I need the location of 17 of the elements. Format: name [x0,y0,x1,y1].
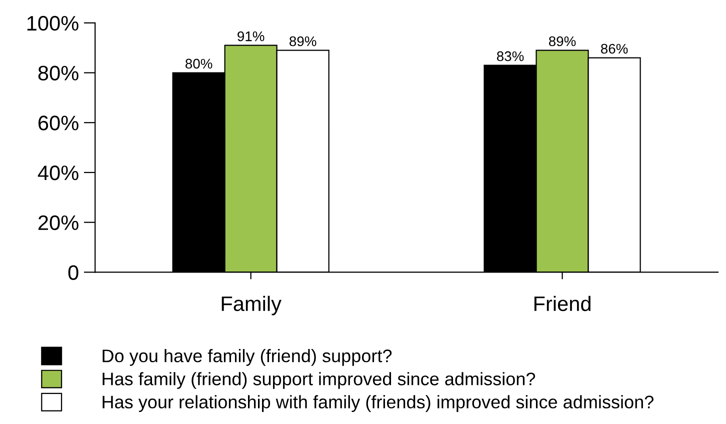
data-label: 83% [496,51,524,62]
data-label: 86% [601,44,628,54]
x-tick-label: Family [222,296,282,316]
data-label: 80% [186,58,212,69]
y-tick-label: 40% [38,165,78,180]
legend-label: Has your relationship with family (friends) improved since admission? [102,395,654,412]
x-tick-label: Friend [534,296,590,312]
data-label: 91% [238,31,264,42]
legend-label: Has family (friend) support improved since admission? [102,372,536,389]
data-label: 89% [548,36,576,46]
y-tick-label: 20% [38,215,78,230]
y-tick-label: 0 [68,265,78,280]
y-tick-label: 100% [27,16,78,31]
data-label: 89% [290,36,316,46]
legend-label: Do you have family (friend) support? [102,349,392,366]
y-tick-label: 60% [38,116,78,130]
y-tick-label: 80% [38,66,78,81]
